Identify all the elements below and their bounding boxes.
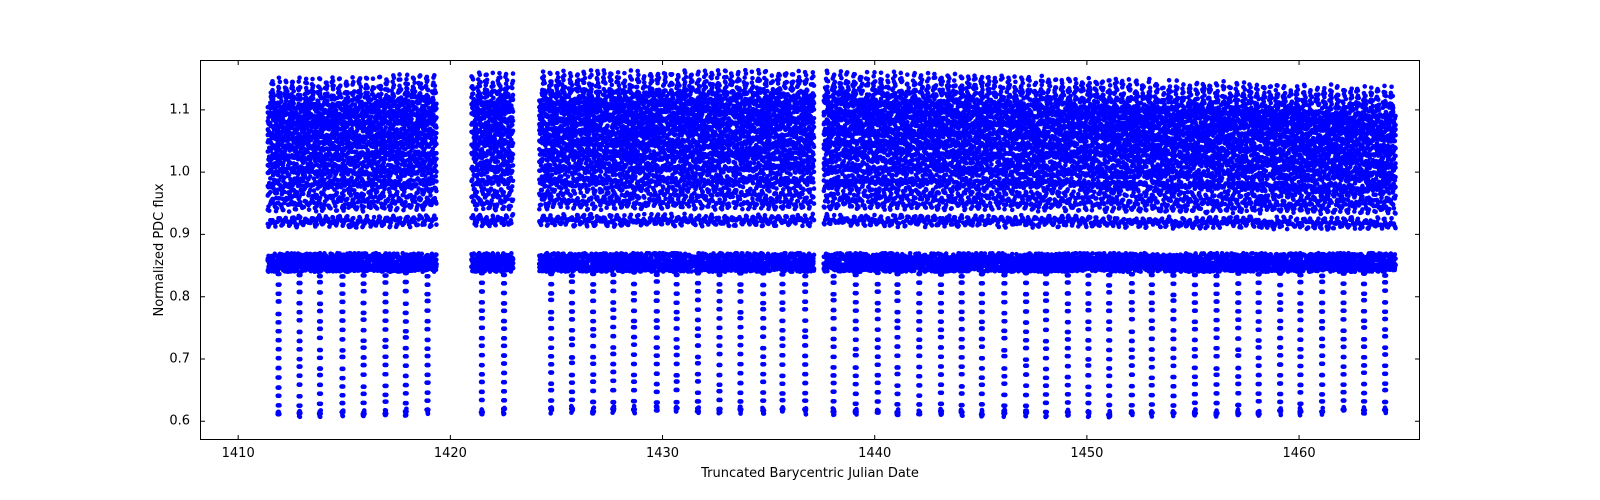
y-tick-label: 1.0 xyxy=(169,165,190,180)
y-tick-label: 0.9 xyxy=(169,227,190,242)
x-tick-label: 1460 xyxy=(1283,446,1316,461)
y-tick-label: 0.8 xyxy=(169,289,190,304)
y-axis-label: Normalized PDC flux xyxy=(152,183,167,316)
y-tick-label: 0.7 xyxy=(169,352,190,367)
x-tick-label: 1440 xyxy=(858,446,891,461)
x-tick-label: 1430 xyxy=(646,446,679,461)
x-tick-label: 1450 xyxy=(1070,446,1103,461)
x-tick-label: 1410 xyxy=(222,446,255,461)
x-tick-label: 1420 xyxy=(434,446,467,461)
figure: Truncated Barycentric Julian Date Normal… xyxy=(0,0,1600,500)
y-tick-label: 1.1 xyxy=(169,102,190,117)
x-axis-label: Truncated Barycentric Julian Date xyxy=(701,466,919,481)
y-tick-label: 0.6 xyxy=(169,414,190,429)
lightcurve-scatter-plot xyxy=(200,60,1420,440)
